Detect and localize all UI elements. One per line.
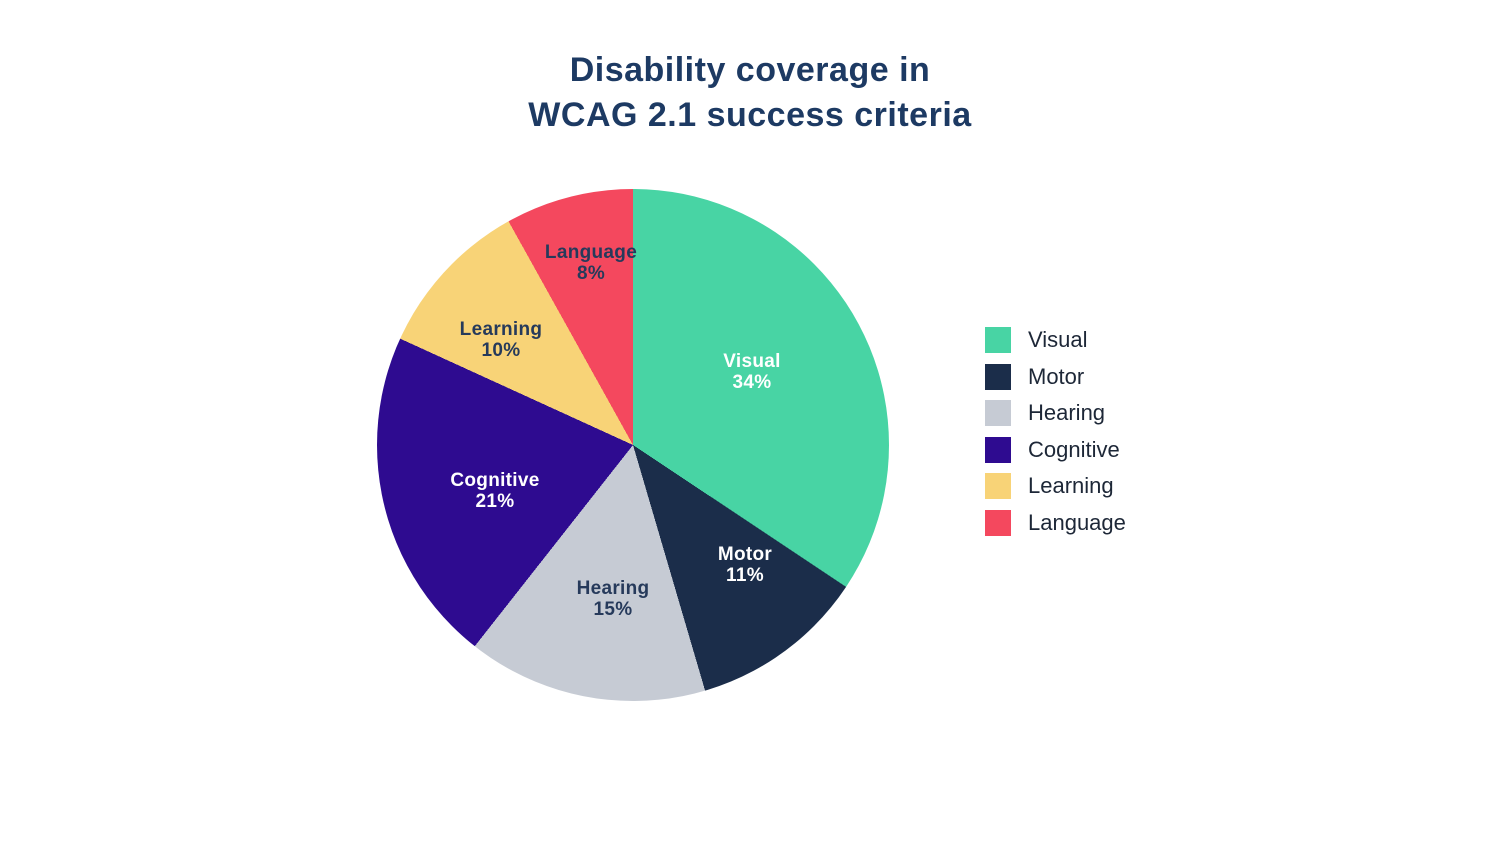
chart-title-line-1: Disability coverage in [569,51,931,89]
legend-label: Language [1028,509,1126,535]
legend-swatch [985,509,1011,536]
legend-swatch [985,327,1011,353]
chart-title-line-2: WCAG 2.1 success criteria [528,96,972,134]
legend-label: Learning [1028,473,1114,498]
slice-label-language: Language 8% [544,242,638,284]
legend-swatch [985,436,1011,463]
legend-label: Motor [1028,363,1085,389]
slice-label-visual: Visual 34% [723,351,781,393]
legend-label: Cognitive [1028,436,1120,462]
legend-swatch [985,363,1011,390]
legend-item-motor: Motor [985,363,1126,390]
pie-chart [377,189,889,701]
legend-label: Visual [1028,327,1088,352]
legend-item-language: Language [985,509,1126,536]
legend-item-visual: Visual [985,327,1126,353]
legend: Visual Motor Hearing Cognitive Learning … [985,327,1126,546]
slice-label-cognitive: Cognitive 21% [450,470,540,512]
slice-label-hearing: Hearing 15% [576,578,650,620]
legend-item-learning: Learning [985,473,1126,499]
legend-item-hearing: Hearing [985,400,1126,426]
slice-label-learning: Learning 10% [459,319,543,361]
legend-swatch [985,473,1011,499]
slice-label-motor: Motor 11% [717,544,773,586]
legend-swatch [985,400,1011,426]
chart-title: Disability coverage in WCAG 2.1 success … [0,48,1500,138]
legend-label: Hearing [1028,400,1106,425]
legend-item-cognitive: Cognitive [985,436,1126,463]
